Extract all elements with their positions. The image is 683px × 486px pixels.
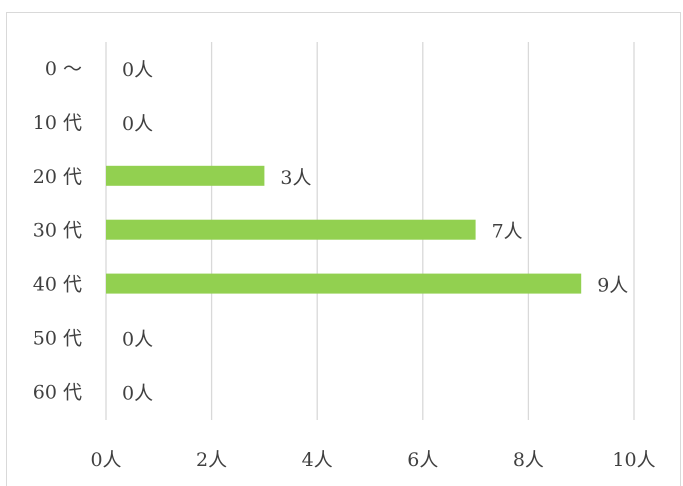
x-tick-label-10: 10人 [612, 449, 655, 471]
x-tick-label-8: 8人 [513, 449, 544, 471]
bar-30代 [106, 219, 476, 240]
category-label-20代: 20 代 [33, 166, 82, 188]
bar-40代 [106, 273, 582, 294]
data-label-50代: 0人 [122, 329, 153, 351]
chart-border [6, 12, 681, 486]
x-tick-label-4: 4人 [302, 449, 333, 471]
data-label-40代: 9人 [597, 275, 628, 297]
x-tick-label-2: 2人 [196, 449, 227, 471]
x-tick-label-0: 0人 [90, 449, 121, 471]
data-label-10代: 0人 [122, 113, 153, 135]
category-label-10代: 10 代 [33, 112, 82, 134]
data-label-0～: 0人 [122, 59, 153, 81]
data-label-20代: 3人 [280, 167, 311, 189]
data-label-30代: 7人 [492, 221, 523, 243]
category-label-60代: 60 代 [33, 381, 82, 403]
data-label-60代: 0人 [122, 382, 153, 404]
x-tick-label-6: 6人 [407, 449, 438, 471]
bars [106, 165, 582, 294]
data-labels: 0人 0人 3人 7人 9人 0人 0人 [122, 59, 628, 404]
category-label-50代: 50 代 [33, 328, 82, 350]
bar-20代 [106, 165, 265, 186]
value-axis-labels: 0人 2人 4人 6人 8人 10人 [90, 449, 655, 471]
category-axis-labels: 0 ～ 10 代 20 代 30 代 40 代 50 代 60 代 [33, 58, 82, 403]
category-label-30代: 30 代 [33, 220, 82, 242]
category-label-40代: 40 代 [33, 274, 82, 296]
category-label-0～: 0 ～ [45, 58, 82, 80]
